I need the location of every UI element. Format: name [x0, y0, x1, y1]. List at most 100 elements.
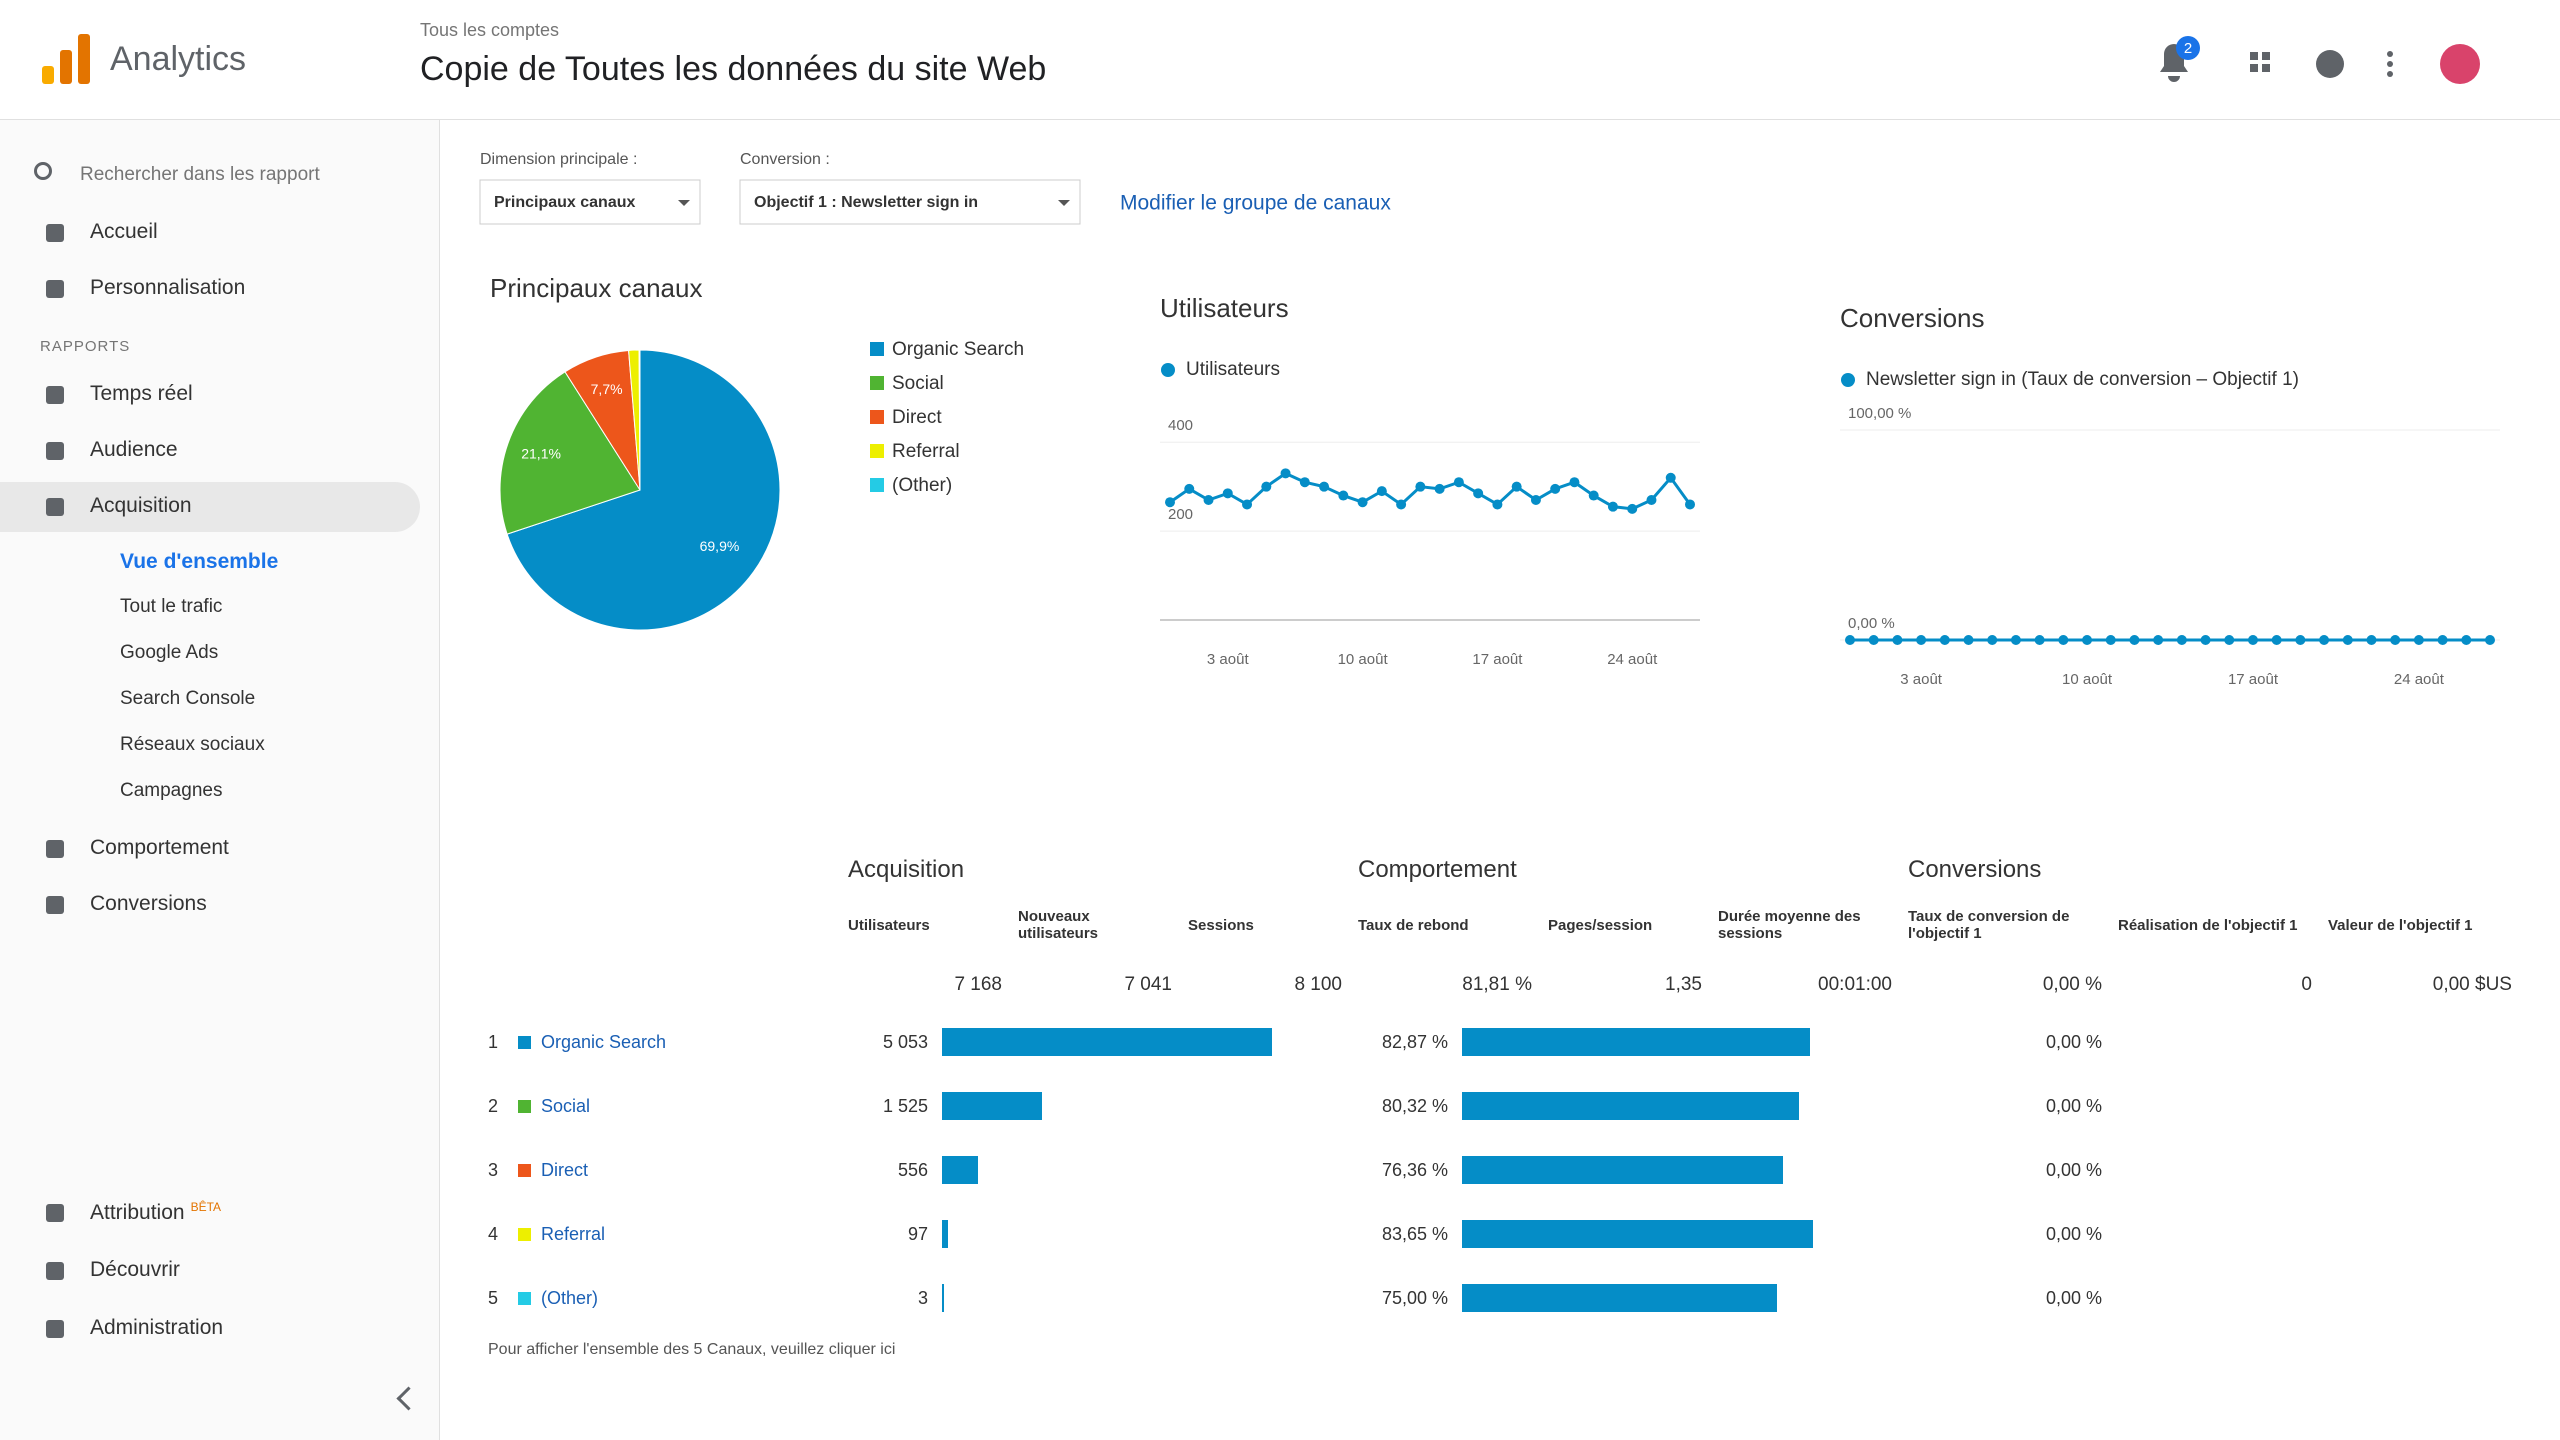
users-cell: 3	[840, 1266, 1350, 1330]
bounce-label: 82,87 %	[1381, 1031, 1448, 1052]
nav-item[interactable]: Acquisition	[90, 494, 192, 517]
point	[1665, 472, 1676, 483]
nav-item[interactable]: Google Ads	[120, 642, 219, 663]
chart-title: Utilisateurs	[1160, 293, 1289, 323]
point	[1845, 635, 1855, 645]
bounce-bar	[1462, 1092, 1800, 1120]
users-cell: 1 525	[840, 1074, 1350, 1138]
bounce-bar	[1462, 1156, 1783, 1184]
conversion-rate: 0,00 %	[2045, 1223, 2102, 1244]
product-name: Analytics	[110, 40, 247, 78]
channel-link[interactable]: Social	[541, 1095, 591, 1116]
users-cell: 556	[840, 1138, 1350, 1202]
conversion-rate: 0,00 %	[2045, 1095, 2102, 1116]
column-header[interactable]: Sessions	[1188, 916, 1254, 934]
bounce-bar	[1462, 1028, 1811, 1056]
point	[1646, 495, 1657, 505]
dropdown-caret	[678, 200, 690, 206]
column-header[interactable]: Réalisation de l'objectif 1	[2118, 916, 2298, 934]
point	[1492, 499, 1503, 510]
header-icons: 2	[2160, 36, 2480, 84]
users-label: 1 525	[882, 1095, 928, 1116]
channel-swatch	[518, 1227, 531, 1241]
header: Analytics Tous les comptes Copie de Tout…	[0, 0, 2560, 120]
column-header[interactable]: Taux de rebond	[1358, 916, 1469, 934]
search-box[interactable]: Rechercher dans les rapport	[20, 150, 420, 200]
channel-link[interactable]: Direct	[541, 1159, 589, 1180]
notification-count: 2	[2184, 40, 2192, 57]
point	[1685, 499, 1695, 510]
nav-item[interactable]: Comportement	[90, 836, 229, 859]
nav-item[interactable]: Administration	[90, 1316, 224, 1339]
avatar[interactable]	[2440, 44, 2480, 84]
column-header[interactable]: Valeur de l'objectif 1	[2328, 916, 2473, 934]
nav-item[interactable]: Conversions	[90, 892, 207, 915]
point	[1987, 635, 1998, 645]
breadcrumb[interactable]: Tous les comptes	[420, 20, 560, 40]
users-cell: 97	[840, 1202, 1350, 1266]
users-cell: 5 053	[840, 1010, 1350, 1074]
channel-link[interactable]: Organic Search	[541, 1031, 667, 1052]
channel-cell: 4 Referral	[480, 1202, 840, 1266]
point	[1607, 501, 1618, 512]
conversion-value: Objectif 1 : Newsletter sign in	[754, 194, 978, 211]
nav-item[interactable]: Découvrir	[90, 1258, 180, 1281]
rank: 1	[488, 1031, 499, 1052]
nav-item[interactable]: Réseaux sociaux	[120, 734, 265, 755]
column-header[interactable]: Taux de conversion de l'objectif 1	[1908, 908, 2070, 942]
point	[1588, 490, 1599, 501]
y-tick-label: 400	[1168, 417, 1193, 434]
x-tick-label: 10 août	[1338, 651, 1389, 668]
channel-group-link[interactable]: Modifier le groupe de canaux	[1120, 192, 1391, 215]
group-header: Acquisition	[848, 856, 965, 883]
column-header[interactable]: Nouveaux utilisateurs	[1018, 908, 1099, 942]
conversion-dropdown[interactable]	[739, 179, 1081, 225]
nav-item[interactable]: Campagnes	[120, 780, 223, 801]
channel-link[interactable]: (Other)	[541, 1287, 599, 1308]
nav-item[interactable]: Attribution BÊTA	[90, 1200, 222, 1224]
nav-item[interactable]: Personnalisation	[90, 276, 246, 299]
dimension-dropdown[interactable]	[479, 179, 701, 225]
channel-link[interactable]: Referral	[541, 1223, 606, 1244]
search-placeholder[interactable]: Rechercher dans les rapport	[80, 164, 320, 185]
bounce-label: 80,32 %	[1381, 1095, 1448, 1116]
users-label: 3	[917, 1287, 928, 1308]
nav-icon	[46, 386, 64, 404]
channel-swatch	[518, 1035, 531, 1049]
dropdown-caret	[1058, 200, 1070, 206]
point	[1453, 477, 1464, 488]
help-icon[interactable]	[2316, 50, 2344, 78]
legend-swatch	[870, 376, 884, 390]
nav-item[interactable]: Search Console	[120, 688, 256, 709]
column-header[interactable]: Pages/session	[1548, 916, 1653, 934]
collapse-button[interactable]	[396, 1386, 421, 1411]
pie-slice	[499, 371, 641, 535]
nav-item[interactable]: Accueil	[90, 220, 158, 243]
column-header[interactable]: Durée moyenne des sessions	[1718, 908, 1861, 942]
footer-note[interactable]: Pour afficher l'ensemble des 5 Canaux, v…	[488, 1341, 896, 1358]
total: 81,81 %	[1462, 974, 1532, 995]
active-bg	[0, 482, 420, 532]
apps-icon[interactable]	[2250, 52, 2270, 72]
menu-icon[interactable]	[2387, 51, 2393, 77]
users-bar	[942, 1092, 1042, 1120]
point	[1868, 635, 1879, 645]
conversion-rate: 0,00 %	[2045, 1287, 2102, 1308]
users-bar	[942, 1028, 1272, 1056]
nav-item[interactable]: Temps réel	[90, 382, 193, 405]
point	[1222, 488, 1233, 499]
nav-item[interactable]: Tout le trafic	[120, 596, 223, 617]
section-label: RAPPORTS	[40, 338, 131, 355]
property-title[interactable]: Copie de Toutes les données du site Web	[420, 50, 1047, 88]
column-header[interactable]: Utilisateurs	[848, 916, 930, 934]
slice-label: 7,7%	[591, 381, 623, 397]
slice-label: 69,9%	[700, 538, 740, 554]
point	[2224, 635, 2235, 645]
nav-item[interactable]: Audience	[90, 438, 178, 461]
point	[2413, 635, 2424, 645]
nav-icon	[46, 840, 64, 858]
legend-label: (Other)	[892, 475, 952, 496]
legend-label: Referral	[892, 441, 960, 462]
nav-item[interactable]: Vue d'ensemble	[120, 550, 279, 573]
